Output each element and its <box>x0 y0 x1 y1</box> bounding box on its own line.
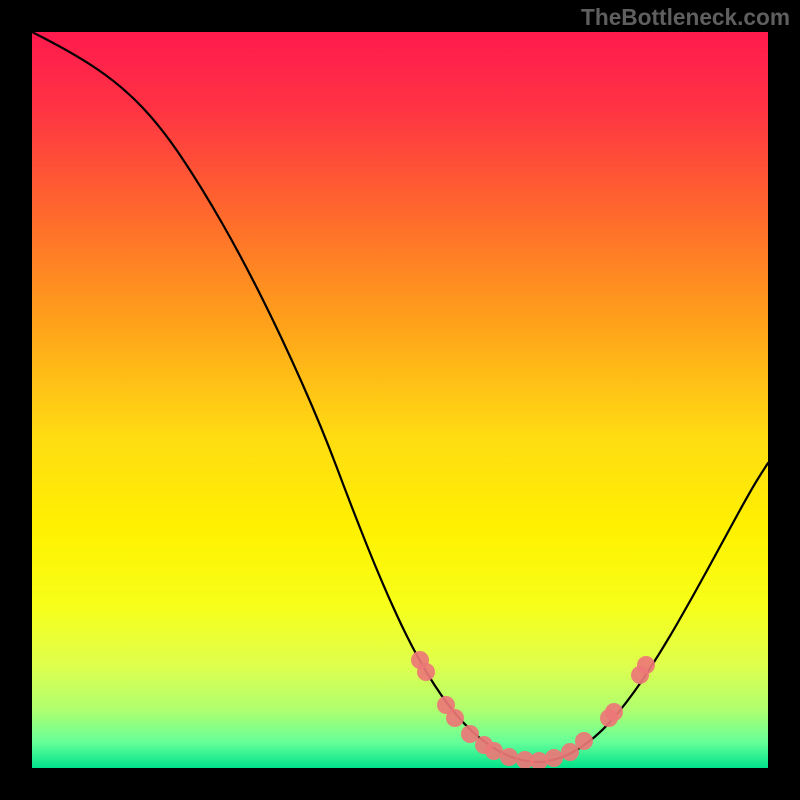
data-marker <box>561 743 579 761</box>
data-marker <box>461 725 479 743</box>
data-marker <box>605 703 623 721</box>
watermark-text: TheBottleneck.com <box>581 4 790 31</box>
bottleneck-curve <box>32 32 768 762</box>
data-marker <box>446 709 464 727</box>
chart-plot-area <box>32 32 768 768</box>
data-marker <box>575 732 593 750</box>
data-marker <box>500 748 518 766</box>
data-marker <box>417 663 435 681</box>
data-marker <box>637 656 655 674</box>
marker-group <box>411 651 655 768</box>
chart-svg <box>32 32 768 768</box>
data-marker <box>545 749 563 767</box>
